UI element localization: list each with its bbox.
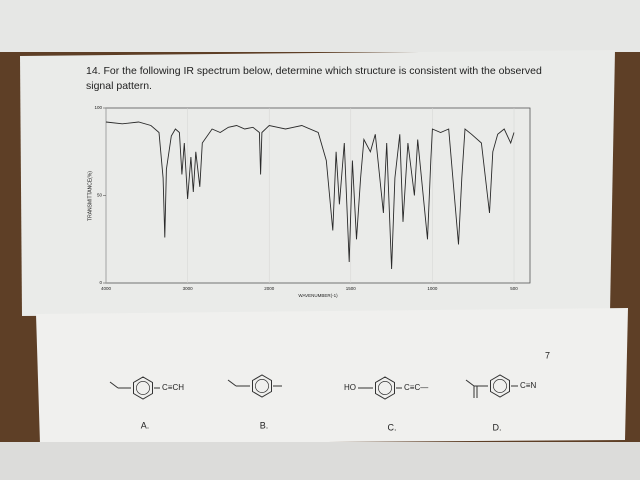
x-axis-label: WAVENUMBER(-1): [298, 293, 338, 298]
option-label: A.: [141, 420, 150, 430]
ring-inner: [136, 381, 150, 395]
top-paper: [0, 0, 640, 52]
bond: [227, 379, 237, 387]
x-tick-label: 2000: [264, 286, 275, 291]
bond: [465, 379, 475, 387]
group: C≡C—: [404, 383, 428, 392]
ring-inner: [378, 381, 392, 395]
group: C≡N: [520, 381, 536, 390]
sheet: [20, 50, 615, 316]
option-label: D.: [493, 422, 502, 432]
x-tick-label: 4000: [101, 286, 112, 291]
spectrum-line: [105, 121, 515, 270]
y-tick-label: 0: [99, 280, 102, 285]
y-tick-label: 50: [97, 193, 103, 198]
lower-sheet: [36, 308, 628, 444]
benzene-ring: [490, 374, 510, 398]
y-tick-label: 100: [94, 105, 102, 110]
option-label: C.: [388, 422, 397, 432]
bottom-paper: [0, 442, 640, 480]
x-tick-label: 500: [510, 286, 518, 291]
question: 14. For the following IR spectrum below,…: [86, 65, 542, 92]
benzene-ring: [133, 376, 153, 400]
x-tick-label: 1000: [427, 286, 438, 291]
group: C≡CH: [162, 383, 184, 392]
bond: [109, 381, 119, 389]
y-axis-label: TRANSMITTANCE(%): [87, 171, 93, 221]
benzene-ring: [375, 376, 395, 400]
page-number: 7: [545, 350, 550, 360]
ring-inner: [493, 379, 507, 393]
benzene-ring: [252, 374, 272, 398]
x-tick-label: 3000: [183, 286, 194, 291]
x-tick-label: 1500: [346, 286, 357, 291]
group-left: HO: [344, 383, 356, 392]
option-label: B.: [260, 420, 269, 430]
ring-inner: [255, 379, 269, 393]
